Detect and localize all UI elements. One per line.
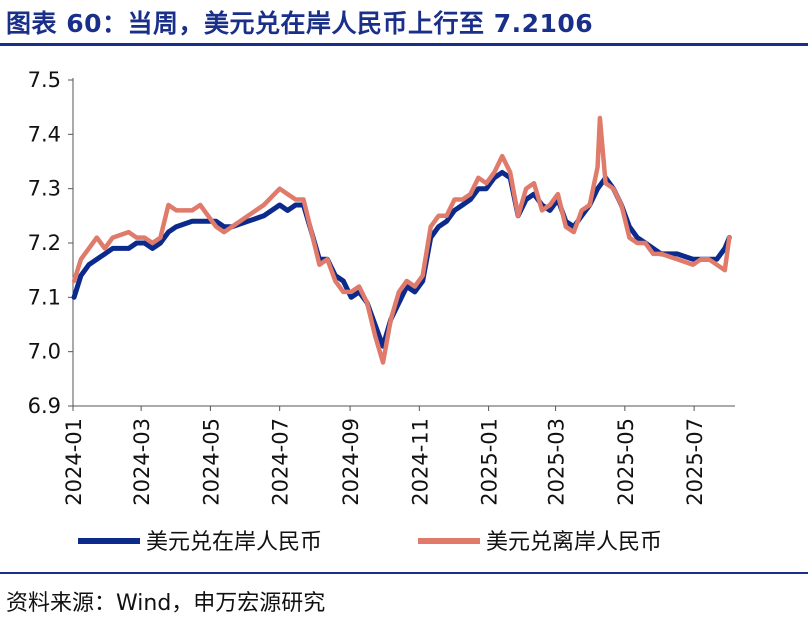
y-tick-label: 7.1 [28,285,61,309]
x-tick-label: 2025-01 [478,418,502,506]
title-rule [0,43,808,46]
y-tick-label: 7.0 [28,340,61,364]
legend-label-offshore: 美元兑离岸人民币 [486,530,662,555]
y-tick-label: 7.2 [28,231,61,255]
x-tick-label: 2025-07 [683,418,707,506]
x-tick-label: 2024-01 [62,418,86,506]
series-line-offshore [71,115,732,365]
x-tick-label: 2024-11 [408,418,432,506]
x-tick-label: 2024-07 [269,418,293,506]
y-tick-label: 7.3 [28,177,61,201]
chart-title: 图表 60：当周，美元兑在岸人民币上行至 7.2106 [6,9,594,38]
x-tick-label: 2024-03 [130,418,154,506]
footer-rule [0,572,808,574]
y-tick-label: 6.9 [28,394,61,418]
y-tick-label: 7.5 [28,68,61,92]
legend-label-onshore: 美元兑在岸人民币 [146,530,322,555]
x-tick-label: 2025-03 [545,418,569,506]
chart-canvas: 6.9 7.0 7.1 7.2 7.3 7.4 7.5 2024-01 2024-03 2024-… [28,68,735,555]
source-note: 资料来源：Wind，申万宏源研究 [6,591,326,616]
x-tick-label: 2024-09 [339,418,363,506]
x-tick-label: 2024-05 [199,418,223,506]
x-tick-label: 2025-05 [614,418,638,506]
y-tick-label: 7.4 [28,122,61,146]
series-line-onshore [71,169,732,349]
